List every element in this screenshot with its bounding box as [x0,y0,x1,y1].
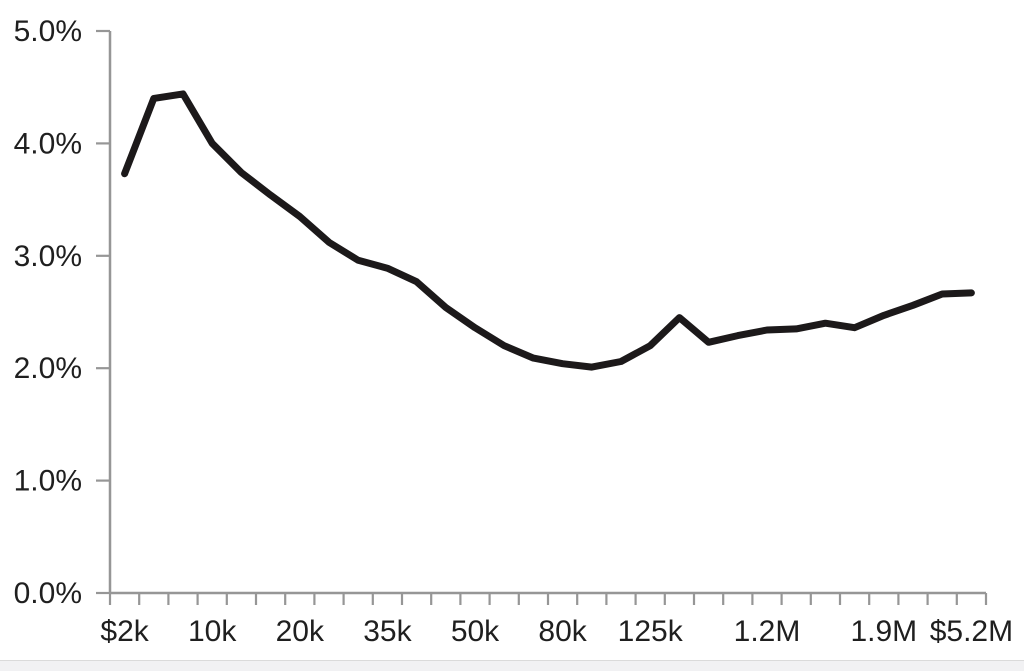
y-tick-label: 0.0% [14,577,82,610]
x-tick-label: 20k [276,615,325,648]
y-tick-label: 5.0% [14,15,82,48]
y-tick-label: 1.0% [14,465,82,498]
x-tick-label: 80k [538,615,587,648]
x-tick-label: 35k [363,615,412,648]
x-tick-label: 50k [451,615,500,648]
x-tick-label: 1.9M [850,615,917,648]
x-tick-label: 1.2M [734,615,801,648]
y-tick-label: 2.0% [14,352,82,385]
x-tick-label: 10k [188,615,237,648]
bottom-edge-strip [0,660,1024,671]
x-tick-label: $5.2M [930,615,1013,648]
x-tick-label: 125k [618,615,684,648]
y-tick-label: 4.0% [14,127,82,160]
x-tick-label: $2k [100,615,149,648]
data-series-line [121,90,975,371]
y-tick-label: 3.0% [14,240,82,273]
